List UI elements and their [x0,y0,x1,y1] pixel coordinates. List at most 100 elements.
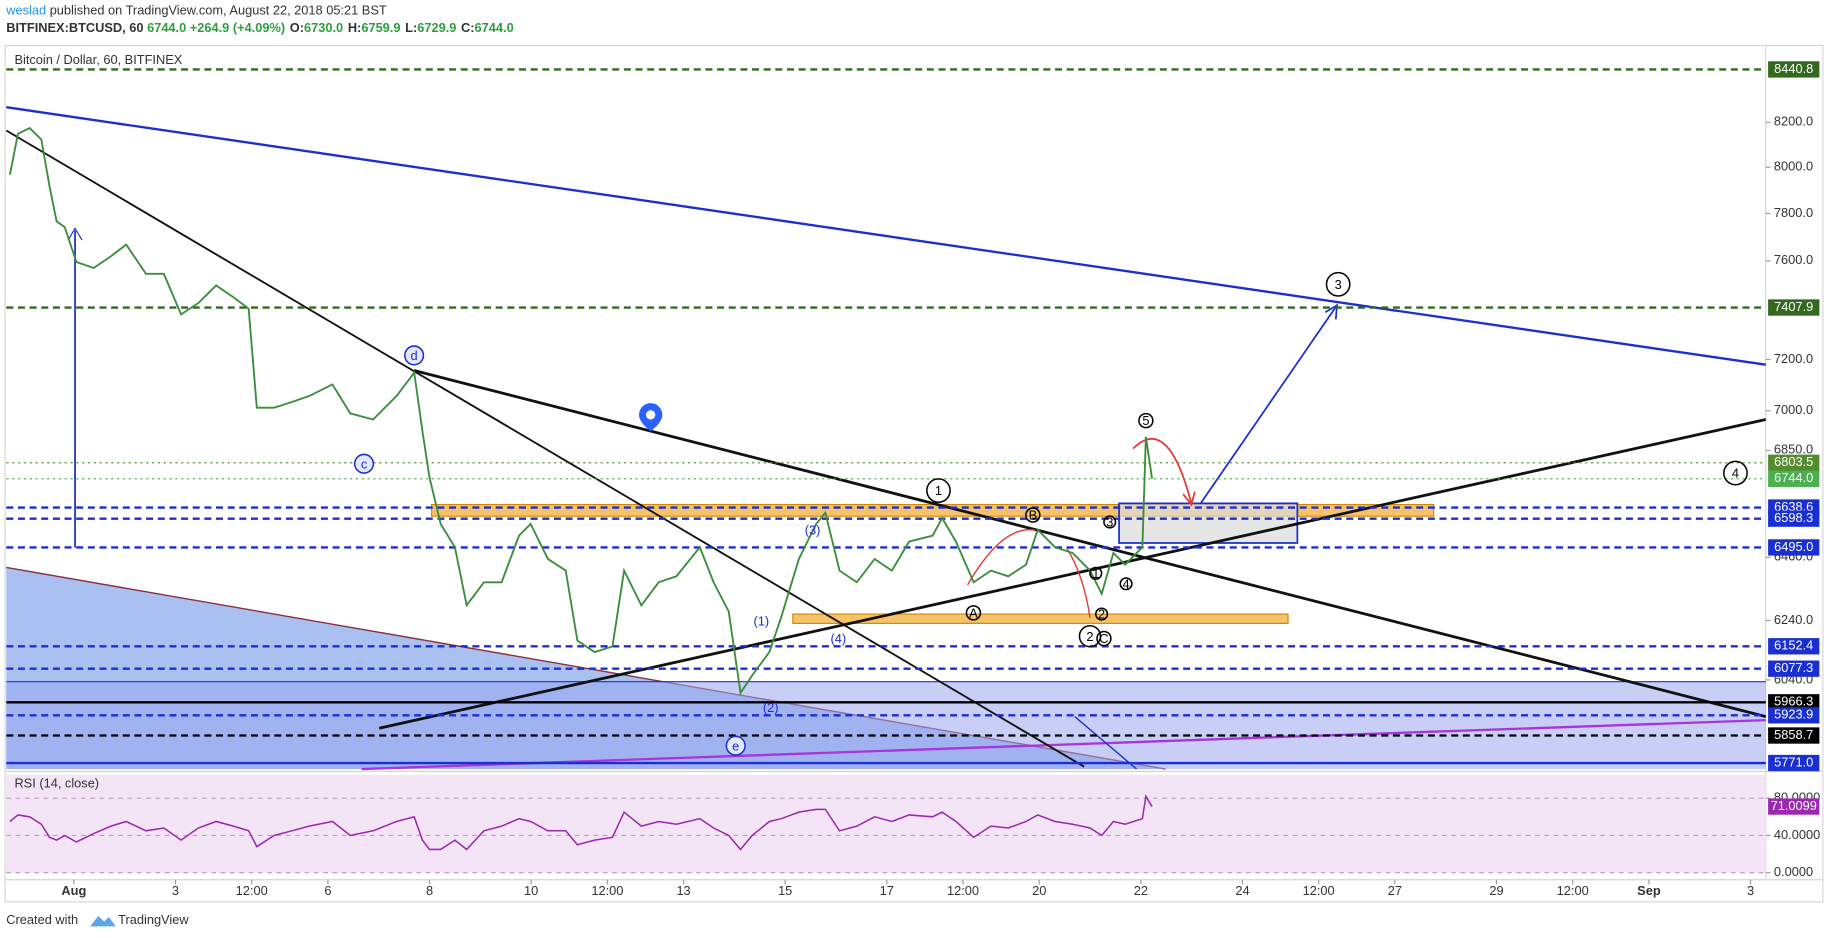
x-tick-label: 29 [1489,883,1503,898]
x-tick-label: Sep [1637,883,1661,898]
rsi-value-label: 71.0099 [1771,798,1817,813]
rsi-line [9,794,1153,851]
x-tick-label: 12:00 [236,883,268,898]
wave-label: (2) [763,700,779,715]
tv-logo [90,915,116,927]
wave-label: 2 [1086,629,1093,644]
x-tick-label: 12:00 [1303,883,1335,898]
wave-circle [1325,271,1351,297]
wave-circle [1119,577,1133,591]
symbol-line: BITFINEX:BTCUSD, 60 6744.0 +264.9 (+4.09… [6,21,513,36]
ohlc-value: 6729.9 [417,21,456,36]
published: published on TradingView.com, August 22,… [50,3,387,18]
x-tick-label: 15 [778,883,792,898]
level-label-bg [1768,638,1820,655]
wave-circle [1095,607,1109,621]
level-label-bg [1768,61,1820,78]
wave-label: 2 [1098,607,1105,622]
red-arrow [1066,547,1091,618]
level-label-bg [1768,470,1820,487]
price-line [8,126,1153,696]
level-label: 6077.3 [1774,660,1813,675]
ohlc-key: H: [348,21,362,36]
wave-circle [926,478,951,503]
y-tick-label: 7000.0 [1774,402,1813,417]
footer-brand[interactable]: TradingView [118,912,189,927]
wave-label: (4) [830,631,846,646]
black-trendline [378,418,1767,730]
map-pin-dot [646,410,656,420]
red-arrow [966,528,1036,586]
purple-trendline [361,718,1766,771]
level-label-bg [1768,510,1820,527]
wave-label: 1 [935,483,942,498]
wave-label: 4 [1732,466,1739,481]
x-tick-label: 22 [1134,883,1148,898]
support-box [792,613,1289,624]
x-tick-label: 12:00 [591,883,623,898]
x-tick-label: 13 [676,883,690,898]
x-tick-label: Aug [61,883,86,898]
wave-label: 3 [1335,277,1342,292]
ohlc-key: C: [461,21,475,36]
blue-trendline [6,106,1766,366]
y-tick-label: 7200.0 [1774,351,1813,366]
level-label: 6744.0 [1774,470,1813,485]
wave-circle [725,735,746,756]
x-tick-label: 17 [880,883,894,898]
black-trendline [5,129,1085,768]
level-label-bg [1768,707,1820,724]
author[interactable]: weslad [5,3,46,18]
level-label: 6638.6 [1774,499,1813,514]
level-label: 5923.9 [1774,707,1813,722]
rsi-band [6,774,1766,873]
level-label-bg [1768,694,1820,711]
ohlc-key: L: [405,21,417,36]
red-arrow [1132,438,1193,504]
y-tick-label: 6240.0 [1774,612,1813,627]
ohlc-key: O: [290,21,304,36]
wave-label: (3) [805,523,821,538]
level-label-bg [1768,727,1820,744]
wave-circle [965,605,982,621]
level-label: 8440.8 [1774,61,1813,76]
x-tick-label: 6 [324,883,331,898]
x-tick-label: 20 [1032,883,1046,898]
rsi-tick-label: 40.0000 [1774,827,1820,842]
ohlc-value: 6759.9 [361,21,400,36]
wave-circle [353,453,375,474]
level-label: 5966.3 [1774,694,1813,709]
level-label: 6495.0 [1774,539,1813,554]
frame [4,44,1824,903]
footer-text: Created with [6,912,78,927]
level-label: 5858.7 [1774,727,1813,742]
wave-circle [1138,412,1154,429]
target-box [1118,502,1299,544]
wave-label: 1 [1092,566,1099,581]
y-tick-label: 8000.0 [1774,159,1813,174]
level-label: 6803.5 [1774,454,1813,469]
y-tick-label: 7600.0 [1774,252,1813,267]
y-tick-label: 7800.0 [1774,205,1813,220]
wave-circle [1096,630,1112,647]
level-label-bg [1768,299,1820,316]
change: +264.9 (+4.09%) [190,21,285,36]
wave-label: 3 [1106,515,1113,530]
rsi-title: RSI (14, close) [14,776,99,791]
wave-label: 5 [1142,413,1149,428]
wave-label: A [969,605,978,620]
wave-circle [1089,566,1103,580]
wave-circle [1103,515,1117,529]
x-tick-label: 27 [1388,883,1402,898]
wave-label: c [361,456,368,471]
wave-label: B [1029,508,1038,523]
y-tick-label: 8200.0 [1774,114,1813,129]
wave-label: C [1099,631,1108,646]
blue-segment [1074,716,1138,770]
level-label: 5771.0 [1774,754,1813,769]
ohlc-value: 6730.0 [304,21,343,36]
symbol: BITFINEX:BTCUSD, 60 [6,21,143,36]
arrow-head [1324,303,1338,320]
wave-label: 4 [1123,576,1130,591]
